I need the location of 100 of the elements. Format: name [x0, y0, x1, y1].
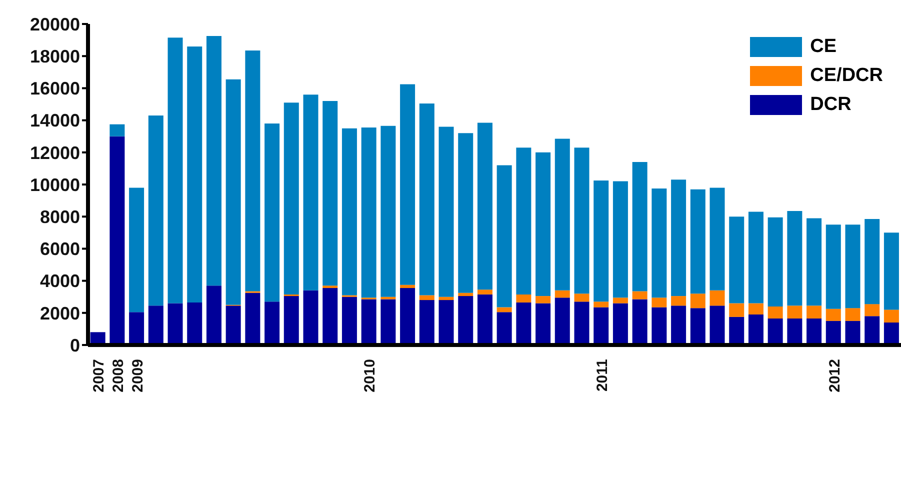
- bar: [826, 308, 841, 321]
- y-tick-label: 14000: [30, 110, 80, 131]
- bar: [477, 290, 492, 294]
- y-tick-label: 18000: [30, 46, 80, 66]
- bar: [884, 232, 899, 310]
- bar: [206, 36, 222, 286]
- bar: [806, 218, 822, 306]
- bar: [516, 294, 532, 302]
- bar: [574, 302, 590, 345]
- bar: [632, 291, 648, 300]
- bar: [787, 318, 802, 345]
- y-tick-label: 6000: [40, 239, 80, 260]
- bar: [787, 210, 802, 306]
- y-tick-label: 20000: [30, 14, 80, 34]
- bar: [729, 216, 744, 304]
- bar: [787, 306, 802, 319]
- bar: [632, 299, 648, 345]
- bar: [438, 300, 454, 345]
- bar: [419, 300, 434, 345]
- y-tick-label: 2000: [40, 303, 80, 324]
- bar: [110, 124, 125, 136]
- bar: [342, 296, 357, 345]
- bar: [419, 103, 434, 296]
- bar: [710, 290, 725, 306]
- bar: [245, 292, 260, 345]
- bar: [884, 322, 899, 345]
- bar: [322, 101, 338, 286]
- bar: [226, 79, 241, 305]
- bar: [226, 306, 241, 345]
- bar: [554, 298, 570, 345]
- legend-label: DCR: [810, 93, 852, 117]
- bar: [845, 308, 860, 321]
- y-tick-label: 16000: [30, 78, 80, 99]
- y-tick-label: 10000: [30, 174, 80, 195]
- bar: [536, 303, 551, 345]
- bar: [342, 128, 357, 296]
- bar: [516, 302, 532, 345]
- bar: [806, 318, 822, 345]
- bar: [768, 217, 783, 306]
- bar: [690, 294, 706, 308]
- bar: [380, 299, 396, 345]
- legend-label: CE/DCR: [810, 64, 883, 88]
- bar: [168, 303, 183, 345]
- bar: [652, 188, 667, 298]
- bar: [671, 180, 686, 296]
- bar: [458, 292, 474, 296]
- bar: [110, 136, 125, 345]
- bar: [826, 320, 841, 345]
- bar: [284, 296, 299, 345]
- bar: [438, 296, 454, 300]
- bar: [864, 219, 880, 304]
- bar: [496, 312, 512, 345]
- bar: [148, 306, 164, 345]
- bar: [303, 94, 318, 290]
- bar: [864, 304, 880, 316]
- bar: [206, 286, 222, 345]
- bar: [264, 302, 280, 345]
- bar: [129, 188, 144, 312]
- bar: [612, 298, 628, 304]
- bar: [536, 152, 551, 296]
- bar: [710, 306, 725, 345]
- bar: [264, 124, 280, 302]
- bar: [187, 46, 202, 302]
- bar: [129, 312, 144, 345]
- bar: [148, 115, 164, 306]
- x-tick-label: 2010: [362, 359, 379, 392]
- bar: [671, 296, 686, 306]
- bar: [594, 302, 609, 308]
- bar: [554, 290, 570, 298]
- bar: [884, 310, 899, 323]
- bar: [477, 122, 492, 290]
- bar: [322, 288, 338, 345]
- bar: [536, 296, 551, 304]
- bar: [574, 148, 590, 294]
- x-tick-label: 2009: [129, 359, 146, 392]
- bar: [574, 294, 590, 302]
- bar: [768, 306, 783, 319]
- y-tick-label: 8000: [40, 206, 80, 227]
- bar: [380, 126, 396, 297]
- bar: [187, 302, 202, 345]
- bar: [419, 295, 434, 300]
- y-tick-label: 4000: [40, 271, 80, 292]
- bar: [748, 212, 764, 304]
- bar: [477, 294, 492, 345]
- bar: [671, 306, 686, 345]
- y-tick-label: 0: [70, 335, 80, 356]
- y-tick-label: 12000: [30, 142, 80, 163]
- bar: [652, 307, 667, 345]
- bar: [748, 314, 764, 345]
- bar: [632, 162, 648, 292]
- bar: [361, 299, 376, 345]
- bar: [496, 165, 512, 308]
- bar: [496, 307, 512, 312]
- bar: [864, 316, 880, 345]
- bar: [710, 188, 725, 290]
- bar: [594, 307, 609, 345]
- bar: [806, 306, 822, 319]
- legend-label: CE: [810, 35, 837, 59]
- bar: [845, 320, 860, 345]
- bar: [690, 189, 706, 294]
